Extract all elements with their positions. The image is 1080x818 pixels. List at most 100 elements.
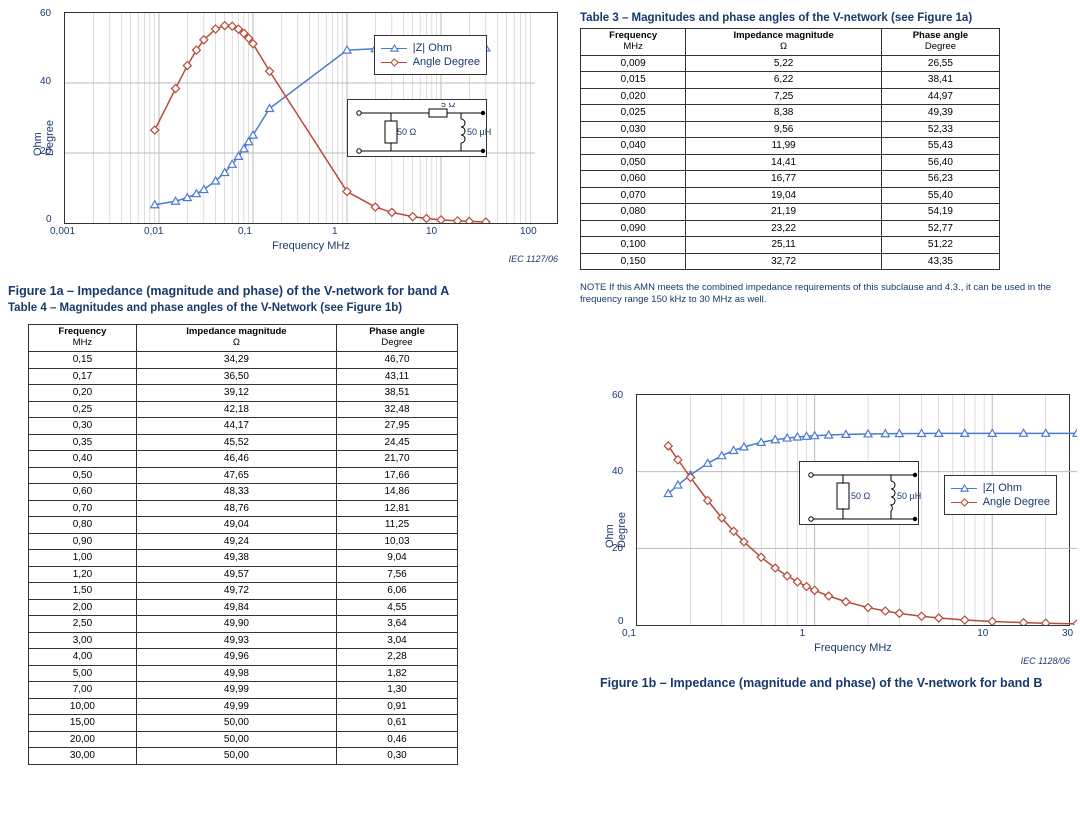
- table-cell: 8,38: [686, 105, 882, 122]
- table-cell: 0,060: [581, 171, 686, 188]
- table3: FrequencyMHz Impedance magnitudeΩ Phase …: [580, 28, 1000, 270]
- table-cell: 49,84: [136, 599, 336, 616]
- table-row: 0,10025,1151,22: [581, 237, 1000, 254]
- xtick: 100: [520, 226, 537, 237]
- table-cell: 10,00: [29, 698, 137, 715]
- table-cell: 0,70: [29, 500, 137, 517]
- table-row: 15,0050,000,61: [29, 715, 458, 732]
- table-cell: 0,30: [29, 418, 137, 435]
- table-row: 1,2049,577,56: [29, 566, 458, 583]
- table4-h-imp: Impedance magnitudeΩ: [136, 325, 336, 352]
- table-cell: 17,66: [337, 467, 458, 484]
- table-cell: 9,04: [337, 550, 458, 567]
- table-cell: 2,28: [337, 649, 458, 666]
- xtick: 1: [800, 628, 806, 639]
- table-row: 0,06016,7756,23: [581, 171, 1000, 188]
- table-cell: 12,81: [337, 500, 458, 517]
- table-row: 0,0095,2226,55: [581, 55, 1000, 72]
- table-row: 0,08021,1954,19: [581, 204, 1000, 221]
- table3-h-imp: Impedance magnitudeΩ: [686, 29, 882, 56]
- xtick: 0,001: [50, 226, 75, 237]
- chart-1a-iec: IEC 1127/06: [64, 254, 558, 264]
- table-row: 0,3044,1727,95: [29, 418, 458, 435]
- table-cell: 42,18: [136, 401, 336, 418]
- legend-z-label: |Z| Ohm: [413, 42, 452, 54]
- table-cell: 0,61: [337, 715, 458, 732]
- table3-title: Table 3 – Magnitudes and phase angles of…: [580, 12, 1080, 24]
- table-cell: 49,57: [136, 566, 336, 583]
- table-cell: 39,12: [136, 385, 336, 402]
- table-cell: 3,00: [29, 632, 137, 649]
- table-cell: 51,22: [881, 237, 999, 254]
- table-row: 0,15032,7243,35: [581, 253, 1000, 270]
- table-cell: 14,41: [686, 154, 882, 171]
- circuit-5ohm: 5 Ω: [441, 103, 456, 109]
- table-cell: 0,20: [29, 385, 137, 402]
- table-cell: 36,50: [136, 368, 336, 385]
- table-row: 0,0207,2544,97: [581, 88, 1000, 105]
- table-cell: 25,11: [686, 237, 882, 254]
- table-cell: 0,025: [581, 105, 686, 122]
- legend-angle-label: Angle Degree: [983, 496, 1050, 508]
- table-cell: 11,99: [686, 138, 882, 155]
- ytick: 60: [40, 8, 51, 19]
- chart-1b-circuit: 50 Ω 50 µH: [799, 461, 919, 525]
- table-cell: 5,22: [686, 55, 882, 72]
- table-cell: 1,20: [29, 566, 137, 583]
- table-cell: 0,80: [29, 517, 137, 534]
- table-row: 0,5047,6517,66: [29, 467, 458, 484]
- table-row: 0,05014,4156,40: [581, 154, 1000, 171]
- table-row: 10,0049,990,91: [29, 698, 458, 715]
- table-row: 0,2039,1238,51: [29, 385, 458, 402]
- table-row: 0,07019,0455,40: [581, 187, 1000, 204]
- table-cell: 7,00: [29, 682, 137, 699]
- table4-title: Table 4 – Magnitudes and phase angles of…: [8, 302, 568, 314]
- table-cell: 1,82: [337, 665, 458, 682]
- table-cell: 52,33: [881, 121, 999, 138]
- table-cell: 27,95: [337, 418, 458, 435]
- table-cell: 3,04: [337, 632, 458, 649]
- table-row: 20,0050,000,46: [29, 731, 458, 748]
- xtick: 30: [1062, 628, 1073, 639]
- ytick: 20: [40, 146, 51, 157]
- table-cell: 1,30: [337, 682, 458, 699]
- table-cell: 49,96: [136, 649, 336, 666]
- table-cell: 0,150: [581, 253, 686, 270]
- circuit-50ohm: 50 Ω: [397, 127, 417, 137]
- table-row: 5,0049,981,82: [29, 665, 458, 682]
- table-cell: 19,04: [686, 187, 882, 204]
- table-cell: 4,55: [337, 599, 458, 616]
- table-cell: 7,25: [686, 88, 882, 105]
- table-row: 0,9049,2410,03: [29, 533, 458, 550]
- table4: FrequencyMHz Impedance magnitudeΩ Phase …: [28, 324, 458, 764]
- table-cell: 49,99: [136, 698, 336, 715]
- table-cell: 0,100: [581, 237, 686, 254]
- table-cell: 0,050: [581, 154, 686, 171]
- xtick: 0,1: [238, 226, 252, 237]
- table-row: 1,0049,389,04: [29, 550, 458, 567]
- table-cell: 32,72: [686, 253, 882, 270]
- table-cell: 0,46: [337, 731, 458, 748]
- table-cell: 16,77: [686, 171, 882, 188]
- table-cell: 0,30: [337, 748, 458, 765]
- table-cell: 50,00: [136, 748, 336, 765]
- table-row: 4,0049,962,28: [29, 649, 458, 666]
- table-cell: 0,91: [337, 698, 458, 715]
- chart-1a-plot: |Z| Ohm Angle Degree: [64, 12, 558, 224]
- xtick: 10: [977, 628, 988, 639]
- table-row: 30,0050,000,30: [29, 748, 458, 765]
- table-cell: 46,46: [136, 451, 336, 468]
- chart-1a-xlabel: Frequency MHz: [64, 240, 558, 252]
- table-row: 0,0258,3849,39: [581, 105, 1000, 122]
- chart-1b-xlabel: Frequency MHz: [636, 642, 1070, 654]
- table-cell: 34,29: [136, 352, 336, 369]
- table-row: 7,0049,991,30: [29, 682, 458, 699]
- table-cell: 20,00: [29, 731, 137, 748]
- figure-1b-caption: Figure 1b – Impedance (magnitude and pha…: [600, 676, 1070, 690]
- table-cell: 30,00: [29, 748, 137, 765]
- table-row: 2,5049,903,64: [29, 616, 458, 633]
- table3-h-freq: FrequencyMHz: [581, 29, 686, 56]
- table-cell: 44,97: [881, 88, 999, 105]
- chart-1b-plot: |Z| Ohm Angle Degree: [636, 394, 1070, 626]
- figure-1a-caption: Figure 1a – Impedance (magnitude and pha…: [8, 284, 568, 298]
